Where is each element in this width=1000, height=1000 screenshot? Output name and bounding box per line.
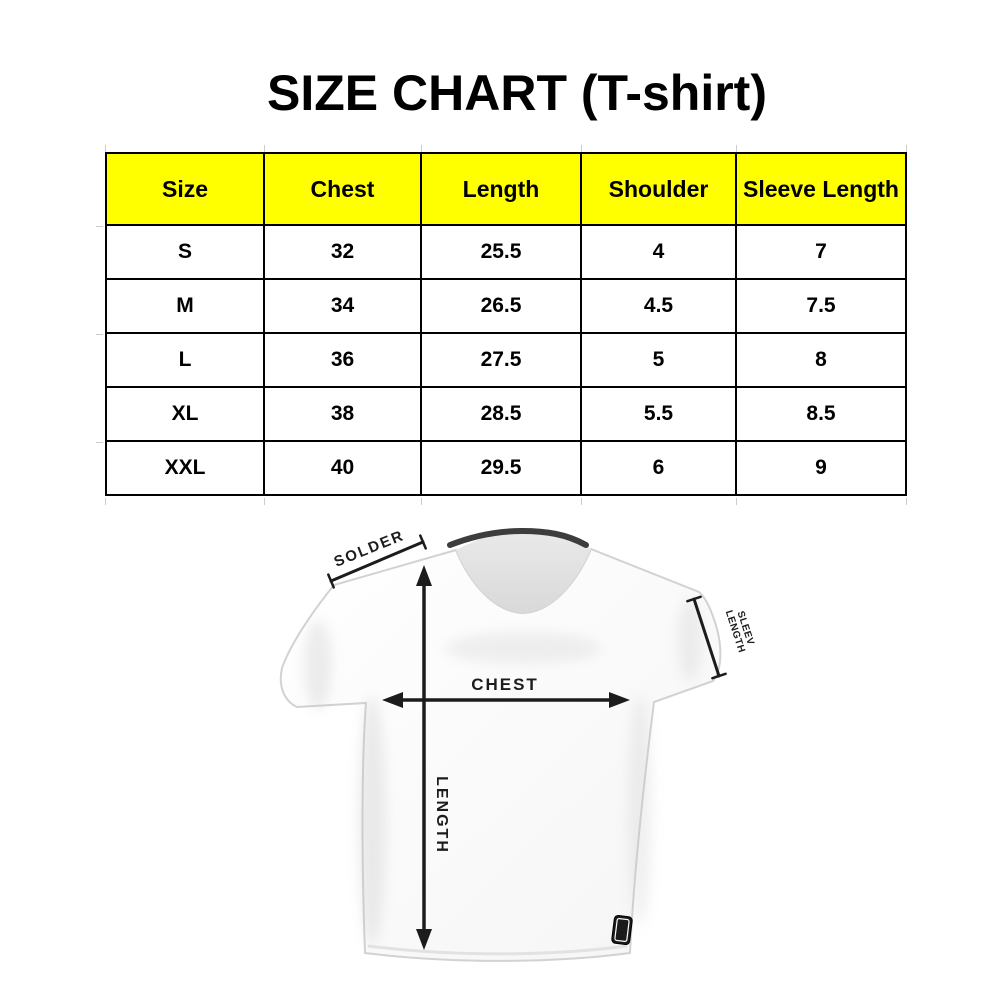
cell-size: XXL xyxy=(105,440,265,496)
length-dimension: LENGTH xyxy=(416,565,450,950)
cell-length: 25.5 xyxy=(420,224,582,280)
cell-length: 29.5 xyxy=(420,440,582,496)
cell-size: M xyxy=(105,278,265,334)
cell-length: 27.5 xyxy=(420,332,582,388)
grid-artifact-tick xyxy=(736,145,737,152)
grid-artifact-tick xyxy=(581,145,582,152)
cell-length: 28.5 xyxy=(420,386,582,442)
table-row: M 34 26.5 4.5 7.5 xyxy=(105,278,907,334)
tshirt-body xyxy=(279,547,722,962)
grid-artifact-tick xyxy=(96,334,103,335)
shoulder-dim-line xyxy=(329,540,425,583)
tshirt-illustration: S xyxy=(279,527,722,962)
page-title: SIZE CHART (T-shirt) xyxy=(267,65,767,121)
grid-artifact-tick xyxy=(96,442,103,443)
col-header-size: Size xyxy=(105,152,265,226)
cell-length: 26.5 xyxy=(420,278,582,334)
cell-sleeve-length: 9 xyxy=(735,440,907,496)
cell-size: S xyxy=(105,224,265,280)
cell-size: XL xyxy=(105,386,265,442)
fabric-shadow xyxy=(358,695,386,945)
chest-dimension: CHEST xyxy=(382,675,630,708)
table-row: XXL 40 29.5 6 9 xyxy=(105,440,907,496)
fabric-shadow xyxy=(445,632,601,664)
grid-artifact-tick xyxy=(96,226,103,227)
cell-size: L xyxy=(105,332,265,388)
sleeve-dim-line xyxy=(692,597,721,678)
grid-artifact-tick xyxy=(421,145,422,152)
col-header-sleeve-length: Sleeve Length xyxy=(735,152,907,226)
grid-artifact-tick xyxy=(581,498,582,505)
arrow-up-icon xyxy=(416,565,432,586)
grid-artifact-tick xyxy=(906,498,907,505)
neck-opening xyxy=(456,532,591,613)
brand-tag: S xyxy=(611,914,633,946)
grid-artifact-tick xyxy=(264,498,265,505)
grid-artifact-tick xyxy=(906,145,907,152)
size-chart-table: Size Chest Length Shoulder Sleeve Length… xyxy=(105,152,907,496)
shoulder-dim-tick xyxy=(419,534,427,550)
brand-tag-border xyxy=(614,917,630,943)
cell-chest: 40 xyxy=(263,440,422,496)
cell-sleeve-length: 8.5 xyxy=(735,386,907,442)
grid-artifact-tick xyxy=(105,145,106,152)
arrow-down-icon xyxy=(416,929,432,950)
sleeve-label: SLEEV LENGTH xyxy=(723,609,756,654)
grid-artifact-tick xyxy=(264,145,265,152)
col-header-length: Length xyxy=(420,152,582,226)
sleeve-dim-tick xyxy=(686,595,702,603)
fabric-shadow xyxy=(304,620,332,710)
cell-shoulder: 4 xyxy=(580,224,737,280)
cell-sleeve-length: 7.5 xyxy=(735,278,907,334)
table-row: L 36 27.5 5 8 xyxy=(105,332,907,388)
table-row: XL 38 28.5 5.5 8.5 xyxy=(105,386,907,442)
sleeve-dim-tick xyxy=(711,672,727,680)
col-header-shoulder: Shoulder xyxy=(580,152,737,226)
chest-label: CHEST xyxy=(471,675,539,694)
grid-artifact-tick xyxy=(736,498,737,505)
grid-artifact-tick xyxy=(105,498,106,505)
cell-shoulder: 5.5 xyxy=(580,386,737,442)
cell-chest: 34 xyxy=(263,278,422,334)
length-label: LENGTH xyxy=(433,776,450,854)
col-header-chest: Chest xyxy=(263,152,422,226)
cell-sleeve-length: 8 xyxy=(735,332,907,388)
cell-chest: 36 xyxy=(263,332,422,388)
brand-tag-letter: S xyxy=(617,923,628,939)
collar xyxy=(447,527,589,548)
cell-shoulder: 4.5 xyxy=(580,278,737,334)
cell-shoulder: 6 xyxy=(580,440,737,496)
hem-seam xyxy=(367,944,628,956)
arrow-left-icon xyxy=(382,692,403,708)
arrow-right-icon xyxy=(609,692,630,708)
header-row: Size Chest Length Shoulder Sleeve Length xyxy=(105,152,907,226)
fabric-shadow xyxy=(628,695,652,925)
shoulder-dim-tick xyxy=(327,573,335,589)
cell-shoulder: 5 xyxy=(580,332,737,388)
cell-sleeve-length: 7 xyxy=(735,224,907,280)
fabric-shadow xyxy=(678,598,702,682)
table-row: S 32 25.5 4 7 xyxy=(105,224,907,280)
grid-artifact-tick xyxy=(421,498,422,505)
cell-chest: 32 xyxy=(263,224,422,280)
cell-chest: 38 xyxy=(263,386,422,442)
